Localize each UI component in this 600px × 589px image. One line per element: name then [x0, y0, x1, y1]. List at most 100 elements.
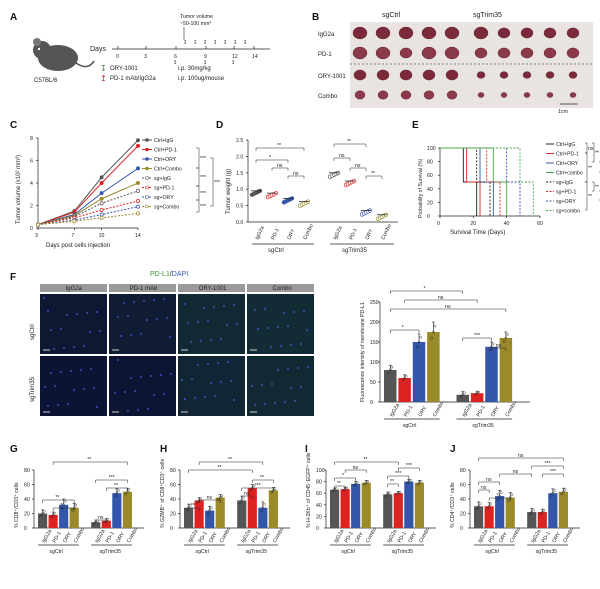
if-image — [109, 356, 176, 416]
data-point — [486, 507, 489, 510]
dapi-nucleus — [193, 396, 197, 400]
row-label-igg2a: IgG2a — [318, 32, 335, 38]
dapi-nucleus — [162, 392, 166, 396]
bar — [505, 497, 515, 528]
panel-a: A C57BL/6 Days 0 3 6 9 12 14 Tumor volume ~50… — [10, 12, 270, 84]
bar — [499, 338, 513, 402]
sig-bracket — [287, 175, 305, 179]
column-header-bar — [40, 284, 107, 292]
y-tick-label: 60 — [427, 173, 433, 179]
data-point — [539, 512, 542, 516]
sig-bracket — [531, 465, 564, 469]
sig-bracket — [585, 142, 588, 154]
x-tick-label: ORY — [364, 228, 374, 241]
x-tick-label: Combo — [126, 526, 140, 544]
dapi-nucleus — [286, 324, 290, 328]
y-tick-label: 0 — [24, 526, 27, 532]
dapi-nucleus — [302, 309, 306, 313]
bar — [361, 482, 371, 528]
sig-label: ns — [293, 171, 299, 177]
bar — [122, 491, 132, 528]
data-point — [499, 491, 503, 494]
sig-label: ** — [588, 194, 592, 200]
x-tick-label: 0 — [437, 221, 440, 227]
sig-bracket — [198, 499, 221, 503]
bar — [91, 522, 101, 528]
timeline-day: 0 — [116, 54, 119, 60]
pd1-dose-arrow: ↥ — [203, 60, 207, 66]
x-tick-label: 20 — [470, 221, 476, 227]
sig-bracket — [478, 489, 490, 493]
tumor — [477, 92, 485, 98]
sig-bracket — [398, 467, 420, 471]
sig-label: *** — [545, 461, 551, 467]
panel-c: C 0 2 4 6 8 3 7 10 14 Days post cells injection Tu… — [10, 120, 220, 249]
panel-label-i: I — [305, 444, 308, 455]
y-tick-label: 2 — [30, 204, 33, 210]
dapi-nucleus — [212, 305, 216, 309]
x-tick-label: ORY — [407, 531, 418, 544]
tumor — [497, 47, 511, 59]
sig-bracket — [196, 147, 200, 169]
data-point — [475, 391, 479, 395]
y-axis-label: % H-2Kb⁺ of CD45⁻EGFP⁺ cells — [306, 452, 312, 528]
sig-label: ** — [390, 479, 394, 485]
dapi-nucleus — [253, 308, 257, 312]
data-point — [478, 502, 482, 505]
sig-label: ns — [445, 304, 451, 310]
data-point — [103, 520, 106, 524]
tumor — [520, 47, 534, 59]
legend-marker — [145, 185, 149, 190]
data-point — [364, 481, 368, 485]
dapi-nucleus — [72, 388, 76, 392]
group-label: sgTrim35 — [342, 248, 367, 254]
legend-entry: sg+PD-1 — [154, 186, 174, 192]
y-tick-label: 0 — [170, 526, 173, 532]
bar — [383, 494, 393, 528]
dapi-nucleus — [46, 404, 50, 408]
data-point — [209, 506, 213, 510]
dapi-nucleus — [129, 333, 133, 337]
tumor — [354, 90, 366, 100]
sig-label: ** — [371, 171, 375, 177]
data-point — [354, 482, 357, 486]
legend-ory-dose: i.p. 30mg/kg — [178, 66, 211, 72]
sig-bracket — [585, 181, 588, 211]
sig-label: * — [497, 493, 499, 499]
y-tick-label: 2.5 — [236, 138, 243, 144]
data-point — [115, 491, 119, 495]
sig-label: *** — [550, 469, 556, 475]
bar — [48, 514, 58, 528]
dapi-nucleus — [132, 300, 136, 304]
legend-marker — [145, 195, 149, 199]
dapi-nucleus — [263, 307, 267, 311]
tumor-volume-note: Tumor volume ~50-100 mm³ — [180, 14, 213, 40]
sig-bracket — [52, 507, 75, 511]
x-tick-label: ORY — [62, 531, 73, 544]
legend-entry: sg+combo — [556, 209, 580, 215]
sig-bracket — [252, 479, 274, 483]
sig-label: ** — [588, 166, 592, 172]
bar — [398, 378, 411, 402]
dosing-arrows: ↧ ↧ ↧ ↧ ↧ ↧ ↧ ↥ ↥ ↥ — [173, 40, 247, 66]
dapi-nucleus — [292, 310, 296, 314]
x-tick-label: PD-1 — [344, 531, 355, 544]
bar — [484, 506, 494, 528]
tumor — [444, 26, 460, 40]
dapi-nucleus — [72, 345, 76, 349]
y-tick-label: 80 — [170, 468, 176, 474]
panel-label-c: C — [10, 120, 17, 131]
legend-ory: ORY-1001 — [110, 66, 138, 72]
sig-label: ** — [260, 475, 264, 481]
data-point — [136, 181, 140, 185]
data-point — [528, 512, 532, 516]
days-label: Days — [90, 46, 106, 53]
y-tick-label: 0 — [30, 226, 33, 232]
data-point — [345, 486, 349, 490]
data-point — [238, 501, 242, 505]
y-tick-label: 60 — [24, 483, 30, 489]
data-point — [51, 513, 55, 517]
column-header-bar — [109, 284, 176, 292]
dapi-nucleus — [279, 344, 283, 348]
